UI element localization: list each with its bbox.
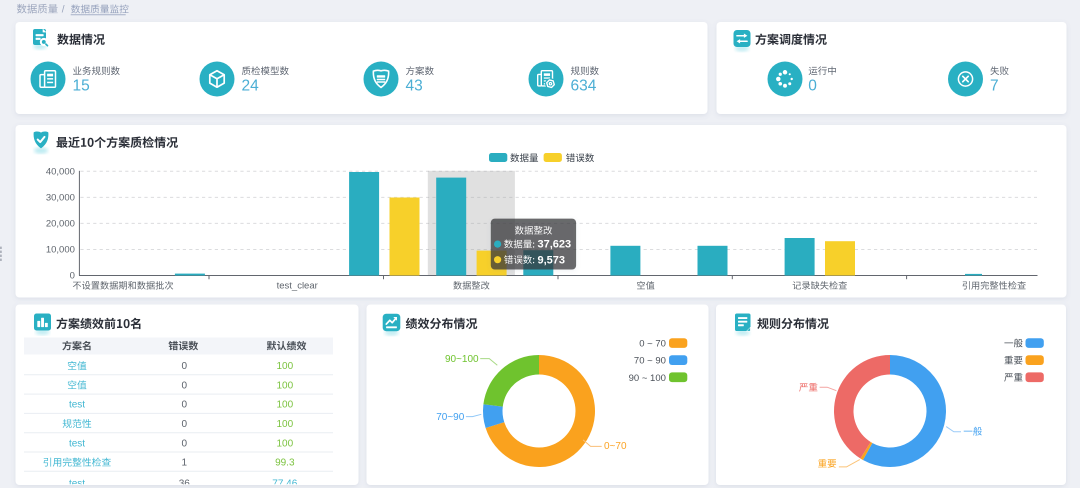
svg-text:7: 7 xyxy=(990,78,999,95)
svg-text:90~100: 90~100 xyxy=(445,354,479,365)
svg-text:37,623: 37,623 xyxy=(538,239,572,251)
svg-text:0: 0 xyxy=(182,419,188,430)
svg-text:634: 634 xyxy=(571,78,597,95)
svg-text:0: 0 xyxy=(182,400,188,411)
svg-text:100: 100 xyxy=(276,400,293,411)
svg-text:0 ~ 70: 0 ~ 70 xyxy=(639,339,666,350)
svg-text:1: 1 xyxy=(182,458,188,469)
svg-text:77.46: 77.46 xyxy=(272,478,297,488)
svg-text:100: 100 xyxy=(276,419,293,430)
svg-text:/: / xyxy=(62,4,65,15)
svg-text:20,000: 20,000 xyxy=(46,219,75,230)
svg-text:9,573: 9,573 xyxy=(538,254,566,266)
svg-text:10,000: 10,000 xyxy=(46,245,75,256)
svg-text:test: test xyxy=(69,438,85,449)
svg-text:30,000: 30,000 xyxy=(46,193,75,204)
svg-text:43: 43 xyxy=(406,78,423,95)
svg-text:0: 0 xyxy=(70,271,75,282)
svg-text:100: 100 xyxy=(276,380,293,391)
svg-text:test_clear: test_clear xyxy=(277,281,318,292)
svg-text:90 ~ 100: 90 ~ 100 xyxy=(629,373,666,384)
svg-text:0~70: 0~70 xyxy=(604,441,627,452)
svg-text:70~90: 70~90 xyxy=(436,412,465,423)
svg-text:100: 100 xyxy=(276,361,293,372)
svg-text:40,000: 40,000 xyxy=(46,167,75,178)
svg-text:99.3: 99.3 xyxy=(275,458,295,469)
svg-text:70 ~ 90: 70 ~ 90 xyxy=(634,356,666,367)
svg-text:test: test xyxy=(69,400,85,411)
svg-text:15: 15 xyxy=(73,78,90,95)
svg-text:0: 0 xyxy=(182,361,188,372)
svg-text:100: 100 xyxy=(276,438,293,449)
svg-text:36: 36 xyxy=(179,478,191,488)
svg-text:0: 0 xyxy=(808,78,817,95)
svg-text:24: 24 xyxy=(242,78,260,95)
svg-text:0: 0 xyxy=(182,438,188,449)
svg-text:0: 0 xyxy=(182,380,188,391)
svg-text:test: test xyxy=(69,478,85,488)
